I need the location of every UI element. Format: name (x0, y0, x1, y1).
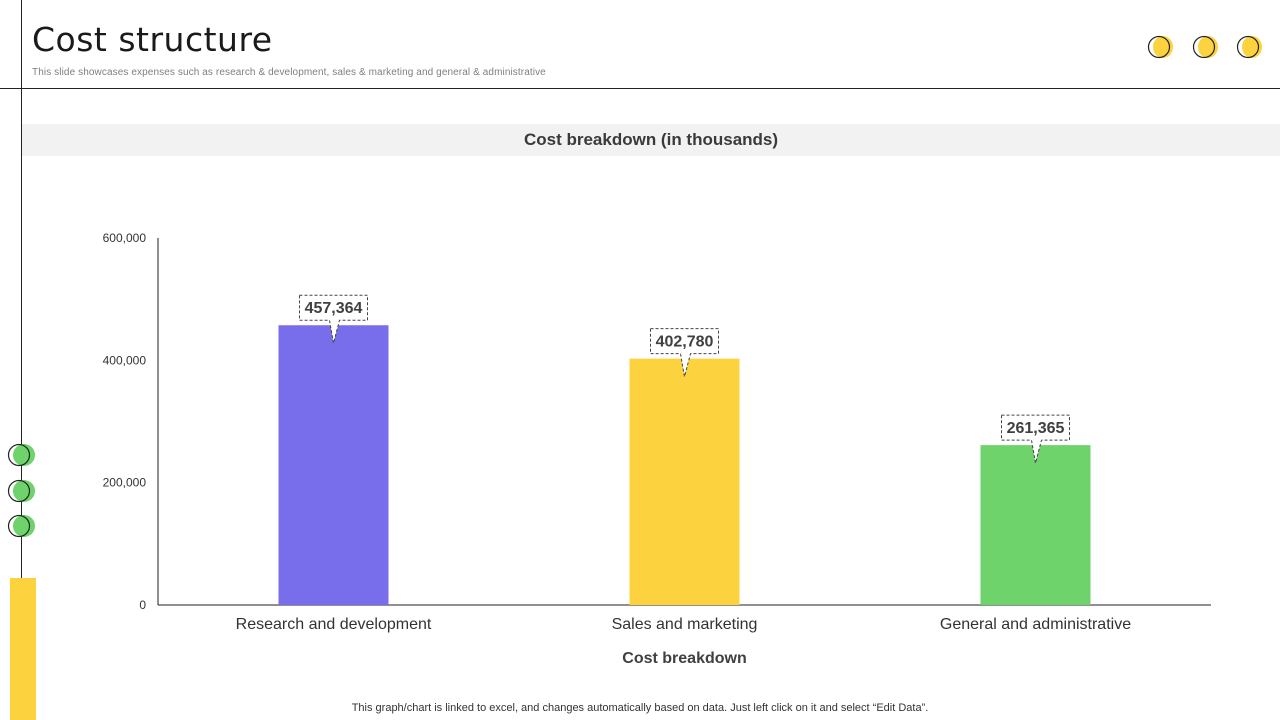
data-label-callout (1001, 414, 1070, 464)
data-label: 402,780 (656, 334, 714, 351)
x-axis-title: Cost breakdown (622, 650, 746, 667)
footer-note: This graph/chart is linked to excel, and… (351, 702, 929, 714)
half-moon-icon (1236, 35, 1262, 59)
y-tick-label: 200,000 (103, 476, 147, 490)
decorative-circles-top (1145, 35, 1270, 61)
half-moon-icon (1192, 35, 1218, 59)
x-tick-label: Sales and marketing (612, 616, 758, 633)
data-label-callout (650, 328, 719, 377)
header-divider (0, 88, 1280, 89)
left-accent-bar (10, 578, 36, 720)
data-label-callout (299, 294, 368, 344)
y-tick-label: 600,000 (103, 231, 147, 245)
left-vertical-rule (21, 0, 22, 720)
page-title: Cost structure (32, 20, 273, 59)
bar (278, 325, 389, 605)
half-moon-icon (7, 514, 35, 538)
y-tick-label: 400,000 (103, 353, 147, 367)
half-moon-icon (1147, 35, 1173, 59)
data-label: 261,365 (1007, 420, 1065, 437)
data-label: 457,364 (305, 300, 363, 317)
half-moon-icon (7, 479, 35, 503)
chart-title: Cost breakdown (in thousands) (22, 124, 1280, 156)
bar (629, 358, 740, 605)
x-tick-label: General and administrative (940, 616, 1131, 633)
half-moon-icon (7, 443, 35, 467)
y-tick-label: 0 (139, 598, 146, 612)
bar (980, 445, 1091, 605)
page-subtitle: This slide showcases expenses such as re… (32, 67, 546, 78)
x-tick-label: Research and development (236, 616, 432, 633)
decorative-circles-left (6, 443, 38, 539)
